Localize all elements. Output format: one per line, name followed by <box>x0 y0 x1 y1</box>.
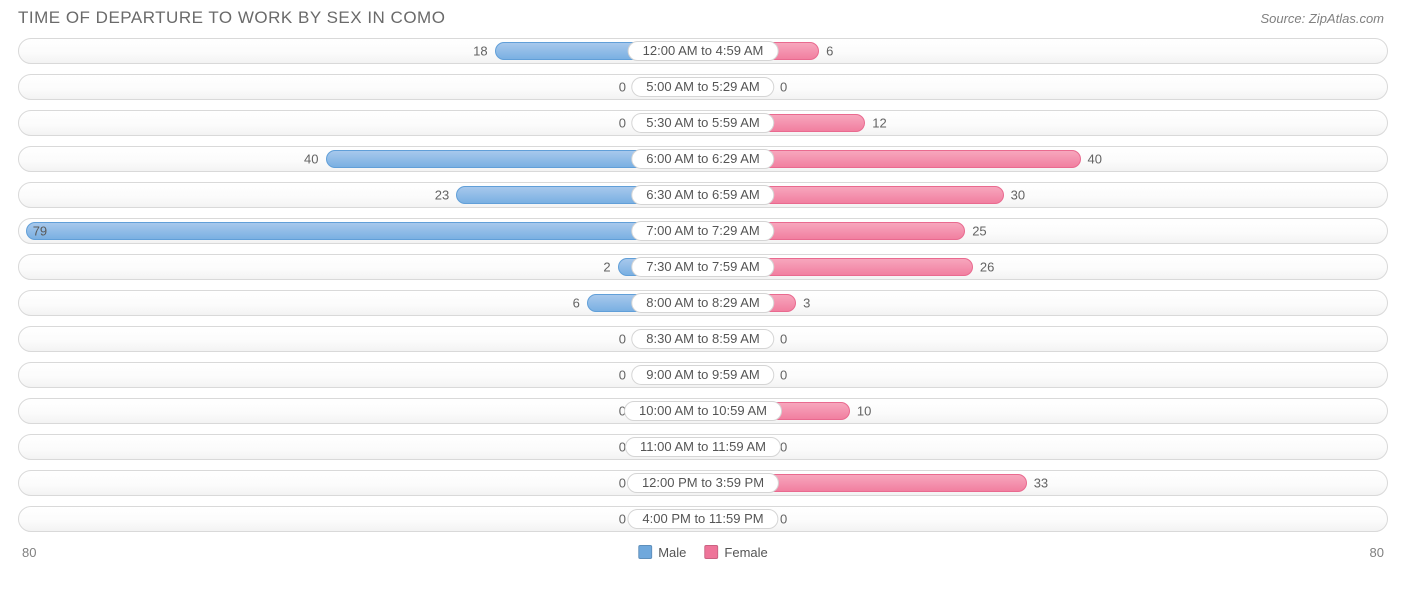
category-pill: 12:00 AM to 4:59 AM <box>628 41 779 61</box>
chart-row: 01010:00 AM to 10:59 AM <box>18 398 1388 424</box>
chart-row: 6 3 8:00 AM to 8:29 AM <box>18 290 1388 316</box>
chart-row: 40 40 6:00 AM to 6:29 AM <box>18 146 1388 172</box>
category-pill: 9:00 AM to 9:59 AM <box>631 365 774 385</box>
chart-row: 008:30 AM to 8:59 AM <box>18 326 1388 352</box>
category-pill: 8:30 AM to 8:59 AM <box>631 329 774 349</box>
legend-item-female: Female <box>704 545 767 560</box>
male-value: 18 <box>473 44 495 59</box>
female-value: 0 <box>772 80 787 95</box>
chart-row: 005:00 AM to 5:29 AM <box>18 74 1388 100</box>
female-value: 33 <box>1026 476 1048 491</box>
female-value: 30 <box>1003 188 1025 203</box>
category-pill: 5:00 AM to 5:29 AM <box>631 77 774 97</box>
female-value: 3 <box>795 296 810 311</box>
chart-row: 18 6 12:00 AM to 4:59 AM <box>18 38 1388 64</box>
female-value: 10 <box>849 404 871 419</box>
female-value: 6 <box>818 44 833 59</box>
chart-area: 18612:00 AM to 4:59 AM005:00 AM to 5:29 … <box>0 34 1406 532</box>
legend-label-male: Male <box>658 545 686 560</box>
legend-item-male: Male <box>638 545 686 560</box>
category-pill: 8:00 AM to 8:29 AM <box>631 293 774 313</box>
chart-row: 0125:30 AM to 5:59 AM <box>18 110 1388 136</box>
chart-row: 004:00 PM to 11:59 PM <box>18 506 1388 532</box>
female-value: 40 <box>1080 152 1102 167</box>
female-value: 25 <box>964 224 986 239</box>
male-value: 79 <box>33 224 47 239</box>
female-value: 0 <box>772 332 787 347</box>
male-bar: 79 <box>26 222 703 240</box>
chart-row: 2 26 7:30 AM to 7:59 AM <box>18 254 1388 280</box>
category-pill: 7:00 AM to 7:29 AM <box>631 221 774 241</box>
legend-swatch-female <box>704 545 718 559</box>
category-pill: 7:30 AM to 7:59 AM <box>631 257 774 277</box>
chart-row: 79 25 7:00 AM to 7:29 AM <box>18 218 1388 244</box>
category-pill: 10:00 AM to 10:59 AM <box>624 401 782 421</box>
male-value: 23 <box>435 188 457 203</box>
male-value: 40 <box>304 152 326 167</box>
category-pill: 12:00 PM to 3:59 PM <box>627 473 779 493</box>
chart-row: 0011:00 AM to 11:59 AM <box>18 434 1388 460</box>
female-value: 26 <box>972 260 994 275</box>
chart-row: 009:00 AM to 9:59 AM <box>18 362 1388 388</box>
female-value: 0 <box>772 368 787 383</box>
male-value: 2 <box>603 260 618 275</box>
category-pill: 6:30 AM to 6:59 AM <box>631 185 774 205</box>
category-pill: 11:00 AM to 11:59 AM <box>625 437 781 457</box>
legend: Male Female <box>638 545 768 560</box>
axis-max-left: 80 <box>22 545 36 560</box>
female-value: 12 <box>864 116 886 131</box>
male-value: 6 <box>573 296 588 311</box>
category-pill: 5:30 AM to 5:59 AM <box>631 113 774 133</box>
chart-row: 23 30 6:30 AM to 6:59 AM <box>18 182 1388 208</box>
chart-source: Source: ZipAtlas.com <box>1260 11 1384 26</box>
legend-swatch-male <box>638 545 652 559</box>
axis-max-right: 80 <box>1370 545 1384 560</box>
chart-title: TIME OF DEPARTURE TO WORK BY SEX IN COMO <box>18 8 445 28</box>
category-pill: 4:00 PM to 11:59 PM <box>627 509 778 529</box>
legend-label-female: Female <box>724 545 767 560</box>
category-pill: 6:00 AM to 6:29 AM <box>631 149 774 169</box>
chart-row: 03312:00 PM to 3:59 PM <box>18 470 1388 496</box>
